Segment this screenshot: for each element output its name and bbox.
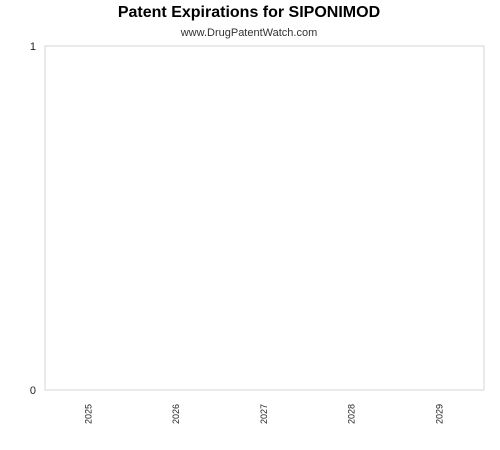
- x-axis: 2025 2026 2027 2028 2029: [83, 404, 444, 424]
- x-tick-label: 2029: [434, 404, 444, 424]
- x-tick-label: 2026: [171, 404, 181, 424]
- chart-subtitle: www.DrugPatentWatch.com: [180, 27, 318, 39]
- y-tick-label: 1: [30, 41, 36, 53]
- x-tick-label: 2027: [259, 404, 269, 424]
- x-tick-label: 2025: [83, 404, 93, 424]
- x-tick-label: 2028: [347, 404, 357, 424]
- plot-area: [44, 45, 485, 391]
- y-axis: 01: [30, 41, 36, 397]
- y-tick-label: 0: [30, 385, 36, 397]
- chart-title: Patent Expirations for SIPONIMOD: [118, 4, 380, 21]
